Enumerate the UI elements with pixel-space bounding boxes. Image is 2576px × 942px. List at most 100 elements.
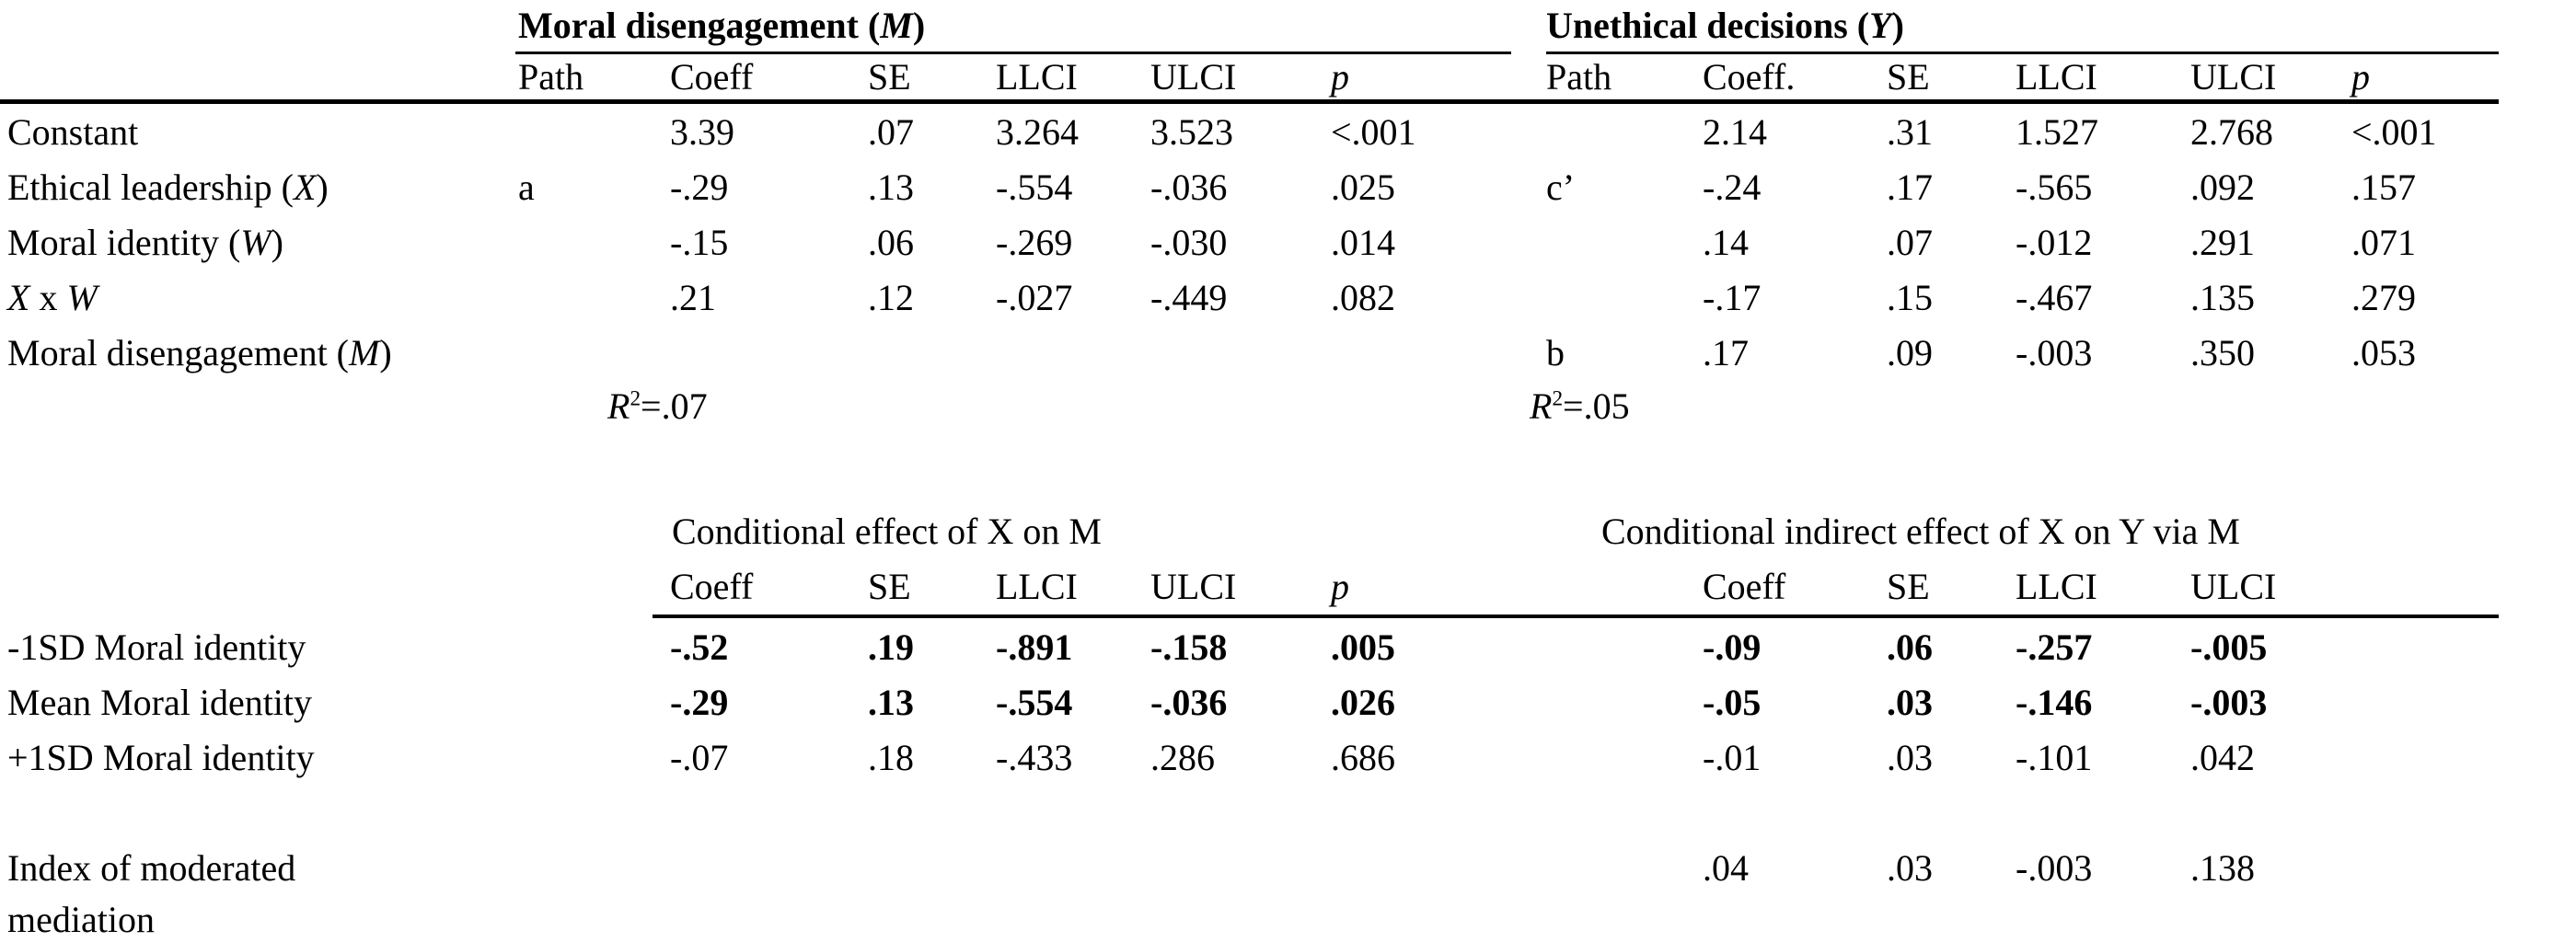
- table-row: Index of moderated .04 .03 -.003 .138: [0, 844, 2576, 892]
- cell-se-m: .06: [868, 222, 914, 263]
- cell-path-m: a: [518, 167, 535, 208]
- cell-se-m: .13: [868, 167, 914, 208]
- block2-title-conditional-indirect-effect: Conditional indirect effect of X on Y vi…: [1601, 511, 2240, 552]
- r-squared-m: R2=.07: [607, 385, 708, 427]
- cell-llci-m: -.433: [996, 737, 1073, 778]
- col-header-llci-y: LLCI: [2016, 56, 2097, 98]
- cell-ulci-y: -.003: [2190, 682, 2268, 723]
- col-header-p-m: p: [1331, 566, 1349, 607]
- cell-se-y: .03: [1887, 682, 1933, 723]
- cell-llci-m: -.554: [996, 167, 1073, 208]
- section-underline-right: [1546, 52, 2499, 54]
- cell-coeff-m: -.15: [670, 222, 729, 263]
- row-label-mean: Mean Moral identity: [7, 682, 313, 723]
- row-label-index-of-moderated-mediation: Index of moderated: [7, 847, 296, 889]
- cell-path-y: b: [1546, 332, 1565, 373]
- cell-p-m: .082: [1331, 277, 1395, 318]
- table-row: Constant 3.39 .07 3.264 3.523 <.001 2.14…: [0, 109, 2576, 156]
- cell-p-m: .005: [1331, 626, 1395, 668]
- cell-coeff-m: -.29: [670, 167, 729, 208]
- cell-ulci-m: -.449: [1150, 277, 1228, 318]
- col-header-ulci-y: ULCI: [2190, 56, 2277, 98]
- cell-ulci-m: -.036: [1150, 682, 1228, 723]
- table-row: Conditional effect of X on M Conditional…: [0, 508, 2576, 556]
- cell-p-m: .686: [1331, 737, 1395, 778]
- row-label-constant: Constant: [7, 111, 139, 153]
- cell-coeff-m: -.07: [670, 737, 729, 778]
- cell-llci-y: -.146: [2016, 682, 2093, 723]
- table-row: Coeff SE LLCI ULCI p Coeff SE LLCI ULCI: [0, 563, 2576, 611]
- col-header-path-m: Path: [518, 56, 584, 98]
- cell-coeff-y: -.05: [1703, 682, 1762, 723]
- col-header-coeff-y: Coeff.: [1703, 56, 1796, 98]
- section-title-unethical-decisions: Unethical decisions (Y): [1546, 5, 1904, 46]
- cell-path-y: c’: [1546, 167, 1576, 208]
- col-header-llci-m: LLCI: [996, 566, 1078, 607]
- cell-se-y: .09: [1887, 332, 1933, 373]
- table-row: R2=.07 R2=.05: [0, 383, 2576, 431]
- cell-coeff-y: .14: [1703, 222, 1749, 263]
- cell-coeff-y: -.01: [1703, 737, 1762, 778]
- col-header-coeff-m: Coeff: [670, 566, 754, 607]
- row-label-ethical-leadership: Ethical leadership (X): [7, 167, 329, 208]
- cell-ulci-y: .135: [2190, 277, 2255, 318]
- col-header-coeff-m: Coeff: [670, 56, 754, 98]
- row-label-minus-1sd: -1SD Moral identity: [7, 626, 306, 668]
- cell-ulci-m: .286: [1150, 737, 1215, 778]
- cell-p-y: .071: [2351, 222, 2416, 263]
- col-header-ulci-y: ULCI: [2190, 566, 2277, 607]
- cell-p-m: .014: [1331, 222, 1395, 263]
- cell-ulci-m: -.158: [1150, 626, 1228, 668]
- cell-llci-y: -.565: [2016, 167, 2093, 208]
- cell-se-y: .03: [1887, 737, 1933, 778]
- cell-llci-y: -.003: [2016, 332, 2093, 373]
- col-header-se-y: SE: [1887, 56, 1930, 98]
- table-row: Moral disengagement (M) Unethical decisi…: [0, 2, 2576, 50]
- cell-llci-m: -.027: [996, 277, 1073, 318]
- cell-llci-m: -.891: [996, 626, 1073, 668]
- cell-se-y: .06: [1887, 626, 1933, 668]
- cell-coeff-y: .04: [1703, 847, 1749, 889]
- row-label-plus-1sd: +1SD Moral identity: [7, 737, 315, 778]
- cell-p-m: .026: [1331, 682, 1395, 723]
- cell-p-y: <.001: [2351, 111, 2437, 153]
- table-row: mediation: [0, 896, 2576, 942]
- col-header-ulci-m: ULCI: [1150, 566, 1237, 607]
- col-header-se-m: SE: [868, 566, 911, 607]
- cell-llci-y: -.012: [2016, 222, 2093, 263]
- row-label-index-of-moderated-mediation-line2: mediation: [7, 899, 155, 940]
- cell-llci-y: -.467: [2016, 277, 2093, 318]
- table-row: Moral identity (W) -.15 .06 -.269 -.030 …: [0, 219, 2576, 267]
- cell-ulci-m: -.030: [1150, 222, 1228, 263]
- col-header-path-y: Path: [1546, 56, 1612, 98]
- cell-p-y: .157: [2351, 167, 2416, 208]
- col-header-llci-m: LLCI: [996, 56, 1078, 98]
- table-row: Path Coeff SE LLCI ULCI p Path Coeff. SE…: [0, 53, 2576, 101]
- col-header-ulci-m: ULCI: [1150, 56, 1237, 98]
- cell-ulci-y: -.005: [2190, 626, 2268, 668]
- cell-p-m: <.001: [1331, 111, 1416, 153]
- cell-coeff-y: -.17: [1703, 277, 1762, 318]
- r-squared-y: R2=.05: [1530, 385, 1630, 427]
- cell-ulci-y: .138: [2190, 847, 2255, 889]
- cell-p-y: .279: [2351, 277, 2416, 318]
- cell-se-y: .17: [1887, 167, 1933, 208]
- cell-ulci-y: .291: [2190, 222, 2255, 263]
- cell-se-y: .15: [1887, 277, 1933, 318]
- cell-ulci-y: .042: [2190, 737, 2255, 778]
- cell-coeff-m: -.29: [670, 682, 729, 723]
- table-row: Mean Moral identity -.29 .13 -.554 -.036…: [0, 679, 2576, 727]
- col-header-llci-y: LLCI: [2016, 566, 2097, 607]
- cell-coeff-m: 3.39: [670, 111, 734, 153]
- cell-llci-y: -.257: [2016, 626, 2093, 668]
- row-label-moral-identity: Moral identity (W): [7, 222, 283, 263]
- col-header-se-m: SE: [868, 56, 911, 98]
- cell-se-m: .07: [868, 111, 914, 153]
- cell-coeff-y: -.09: [1703, 626, 1762, 668]
- cell-llci-y: 1.527: [2016, 111, 2098, 153]
- cell-coeff-m: -.52: [670, 626, 729, 668]
- cell-llci-m: 3.264: [996, 111, 1079, 153]
- cell-se-y: .03: [1887, 847, 1933, 889]
- cell-coeff-m: .21: [670, 277, 716, 318]
